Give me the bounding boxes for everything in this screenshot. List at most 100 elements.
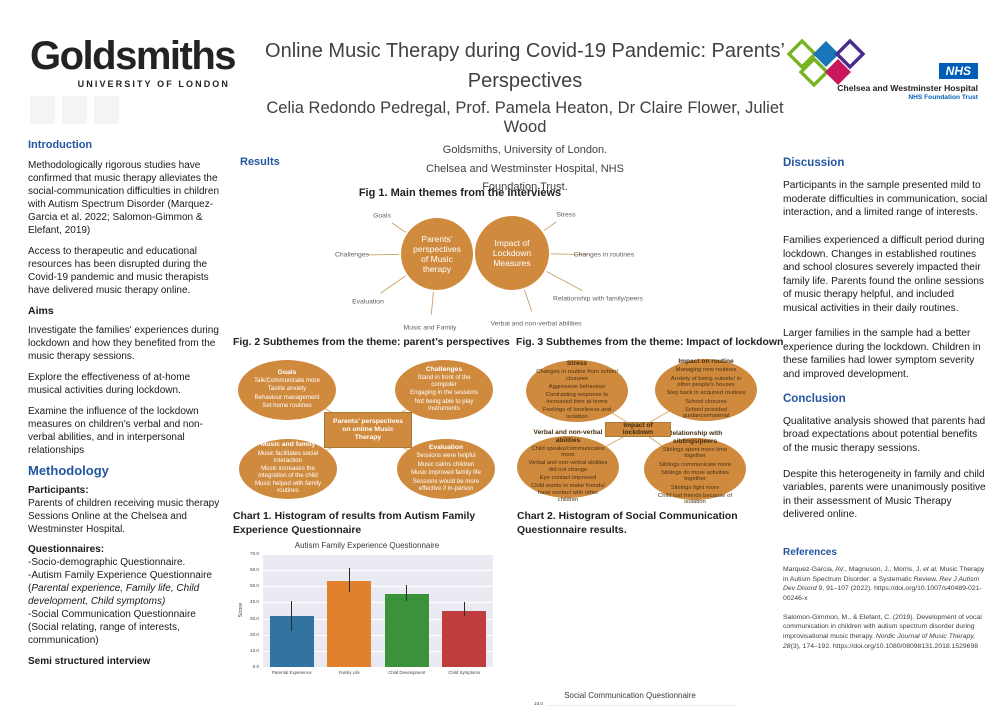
authors-line: Celia Redondo Pedregal, Prof. Pamela Hea… bbox=[266, 99, 784, 136]
y-tick-label: 40.0 bbox=[250, 599, 259, 605]
theme-node-title: Challenges bbox=[425, 365, 463, 373]
theme-node-line: School closures bbox=[685, 398, 727, 405]
plot-area bbox=[263, 554, 493, 667]
participants-label: Participants: bbox=[28, 484, 89, 496]
theme-node-line: Music increases the integration of the c… bbox=[258, 464, 318, 479]
theme-node-line: Feelings of loneliness and isolation bbox=[542, 406, 612, 420]
goldsmiths-subtitle: UNIVERSITY OF LONDON bbox=[77, 79, 230, 89]
poster-title: Online Music Therapy during Covid-19 Pan… bbox=[245, 36, 805, 96]
discussion-paragraph-2: Families experienced a difficult period … bbox=[783, 234, 985, 314]
y-tick-label: 0.0 bbox=[252, 664, 259, 669]
reference-1: Marquez-Garcia, AV., Magnuson, J., Morri… bbox=[783, 566, 985, 603]
chart1-caption: Chart 1. Histogram of results from Autis… bbox=[233, 511, 476, 537]
aims-paragraph-2: Explore the effectiveness of at-home mus… bbox=[28, 371, 191, 396]
theme-node-line: Child lost friends because of isolation bbox=[657, 492, 732, 506]
theme-node-line: Anxiety of being outside/ in other peopl… bbox=[670, 375, 742, 389]
theme-node-line: Step back in acquired routines bbox=[666, 390, 746, 397]
theme-node-title: Verbal and non-verbal abilities bbox=[533, 429, 603, 444]
fig2-caption: Fig. 2 Subthemes from the theme: parent’… bbox=[233, 337, 510, 348]
results-heading: Results bbox=[240, 156, 280, 168]
introduction-paragraph-1: Methodologically rigorous studies have c… bbox=[28, 160, 220, 237]
theme-node-line: Not being able to play instruments bbox=[414, 397, 474, 412]
y-tick-label: 30.0 bbox=[250, 615, 259, 621]
nhs-logo-block: NHS Chelsea and Westminster Hospital NHS… bbox=[822, 62, 978, 101]
fig1-caption: Fig 1. Main themes from the interviews bbox=[358, 187, 562, 199]
theme-node-line: School provided guidance/material bbox=[682, 406, 730, 420]
theme-node-line: Tackle anxiety bbox=[267, 385, 307, 393]
spoke-label: Verbal and non-verbal abilities bbox=[490, 320, 582, 328]
theme-node-line: Changes in routine from school closures bbox=[536, 369, 618, 382]
questionnaire-item-3: -Social Communication Questionnaire (Soc… bbox=[28, 608, 196, 646]
fig3-caption: Fig. 3 Subthemes from the theme: Impact … bbox=[516, 337, 784, 348]
chart2-caption: Chart 2. Histogram of Social Communicati… bbox=[517, 511, 738, 537]
theme-node-line: Music calms children bbox=[417, 460, 475, 468]
y-tick-label: 70.0 bbox=[250, 551, 259, 556]
participants-text: Parents of children receiving music ther… bbox=[28, 497, 220, 535]
goldsmiths-logo: Goldsmiths UNIVERSITY OF LONDON bbox=[30, 34, 237, 89]
y-axis-label: Score bbox=[238, 602, 244, 617]
theme-node-line: Contrasting response to increased time a… bbox=[545, 392, 609, 405]
header-title-block: Online Music Therapy during Covid-19 Pan… bbox=[245, 36, 805, 197]
poster-title-line1: Online Music Therapy during Covid-19 Pan… bbox=[265, 40, 785, 62]
theme-node-line: Sessions would be more effective if in-p… bbox=[412, 477, 480, 492]
conclusion-paragraph-1: Qualitative analysis showed that parents… bbox=[783, 415, 986, 454]
theme-node-music-and-family: Music and family Music facilitates social… bbox=[239, 439, 337, 499]
bar-child-development bbox=[384, 593, 429, 667]
theme-node-line: Music facilitates social interaction bbox=[257, 449, 319, 464]
error-bar bbox=[348, 567, 350, 592]
error-bar bbox=[463, 601, 465, 617]
theme-node-line: Child wants to make friends/ have contac… bbox=[531, 483, 605, 503]
questionnaire-item-1: -Socio-demographic Questionnaire. bbox=[28, 556, 186, 568]
spoke-label: Evaluation bbox=[352, 298, 384, 306]
gridline bbox=[263, 634, 493, 636]
affiliation-2: Chelsea and Westminster Hospital, NHS bbox=[426, 162, 624, 175]
error-bar bbox=[291, 600, 293, 631]
theme-node-evaluation: Evaluation Sessions were helpful Music cal… bbox=[397, 439, 495, 499]
goldsmiths-wordmark: Goldsmiths bbox=[30, 34, 237, 78]
conclusion-paragraph-2: Despite this heterogeneity in family and… bbox=[783, 468, 986, 521]
questionnaire-item-2: -Autism Family Experience Questionnaire … bbox=[28, 569, 212, 607]
chart-title: Autism Family Experience Questionnaire bbox=[294, 541, 440, 550]
fig1-diagram: Parents’ perspectives of Music therapy Impac… bbox=[250, 200, 730, 334]
spoke-label: Stress bbox=[556, 211, 576, 219]
gridline bbox=[263, 650, 493, 652]
theme-node-line: Talk/Communicate more bbox=[254, 376, 320, 384]
gridline bbox=[263, 586, 493, 588]
chart1-figure: Autism Family Experience Questionnaire 0.… bbox=[233, 541, 501, 691]
theme-node-line: Stand in front of the computer bbox=[417, 374, 471, 388]
theme-node-verbal-and-non-verbal-abilities: Verbal and non-verbal abilities Child spe… bbox=[517, 429, 619, 503]
references-heading: References bbox=[783, 546, 837, 558]
affiliation-3: Foundation Trust. bbox=[482, 181, 568, 194]
chart2-figure: Social Communication Questionnaire0.02.0… bbox=[517, 691, 743, 706]
theme-node-line: Aggressive behaviour bbox=[548, 383, 606, 390]
fig3-diagram: Stress Changes in routine from school clo… bbox=[514, 355, 790, 505]
left-column: Introduction Methodologically rigorous s… bbox=[28, 138, 226, 668]
aims-heading: Aims bbox=[28, 305, 54, 318]
goldsmiths-bars-decoration bbox=[30, 96, 119, 124]
gridline bbox=[263, 602, 493, 604]
theme-node-line: Music improved family life bbox=[411, 469, 481, 477]
x-tick-label: Family Life bbox=[338, 670, 360, 675]
theme-node-title: Evaluation bbox=[428, 444, 464, 452]
participants-block: Participants: Parents of children receiv… bbox=[28, 484, 226, 536]
chelsea-westminster-diamonds-logo bbox=[786, 38, 866, 88]
spoke-label: Relationship with family/peers bbox=[553, 295, 643, 303]
y-tick-label: 10.0 bbox=[534, 701, 543, 706]
x-tick-label: Child Development bbox=[388, 670, 426, 675]
theme-node-line: Music helped with family routines bbox=[254, 480, 322, 495]
spoke-label: Changes in routines bbox=[573, 251, 635, 259]
gridline bbox=[547, 704, 735, 705]
y-tick-label: 50.0 bbox=[250, 583, 259, 589]
theme-node-goals: Goals Talk/Communicate more Tackle anxiety… bbox=[238, 360, 336, 420]
methodology-heading: Methodology bbox=[28, 462, 109, 478]
theme-node-line: Siblings spent more time together bbox=[662, 446, 728, 460]
center-box: Impact of lockdown bbox=[605, 421, 671, 437]
y-tick-label: 60.0 bbox=[250, 567, 259, 573]
theme-node-title: Goals bbox=[277, 368, 297, 376]
theme-node-title: Relationship with siblings/peers bbox=[667, 430, 723, 445]
spoke-label: Challenges bbox=[334, 251, 370, 259]
discussion-heading: Discussion bbox=[783, 157, 845, 169]
theme-circle-impact-of-lockdown: Impact of Lockdown Measures bbox=[475, 216, 549, 290]
bar-child-symptoms bbox=[442, 610, 487, 667]
